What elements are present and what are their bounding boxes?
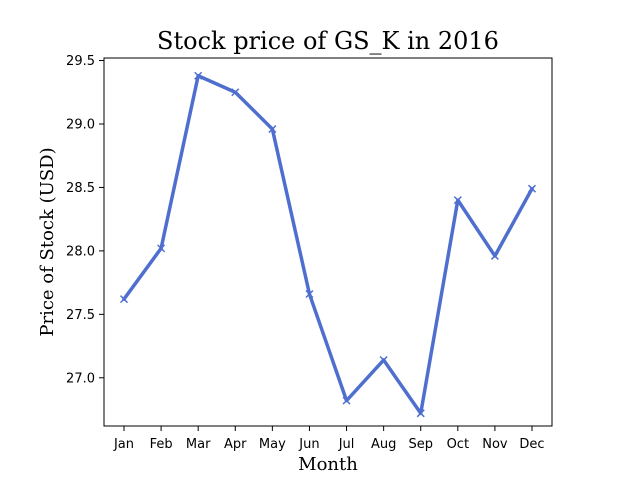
x-tick-label: Jun [298,437,319,452]
x-tick-label: Dec [519,437,544,452]
data-point-marker [416,409,425,418]
series-line [122,74,534,416]
data-point-marker [268,125,277,134]
y-axis: 27.0 27.5 28.0 28.5 29.0 29.5 [66,54,104,386]
x-tick-label: Aug [371,437,396,452]
data-point-marker [119,295,129,304]
plot-frame [103,57,553,427]
y-tick-label: 29.5 [66,54,95,69]
y-tick-label: 27.5 [66,308,95,323]
series-layer [119,71,537,418]
x-tick-label: Feb [150,437,173,452]
x-tick-label: Jul [338,437,355,452]
data-point-marker [342,396,351,405]
data-point-marker [194,71,203,80]
x-axis: Jan Feb Mar Apr May Jun Jul Aug Sep Oct Nov Dec [113,426,545,452]
x-axis-label: Month [298,454,358,475]
y-axis-label: Price of Stock (USD) [37,147,58,336]
chart-title: Stock price of GS_K in 2016 [157,27,499,55]
y-tick-label: 28.0 [66,244,95,259]
data-point-marker [453,196,462,205]
x-tick-label: Jan [113,437,134,452]
x-tick-label: Nov [482,437,508,452]
data-point-marker [527,184,537,193]
data-point-marker [231,88,240,97]
x-tick-label: Sep [408,437,433,452]
x-tick-label: May [259,437,286,452]
data-point-marker [305,289,314,299]
y-tick-label: 28.5 [66,181,95,196]
x-tick-label: Oct [447,437,469,452]
x-tick-label: Mar [186,437,211,452]
data-point-marker [157,244,166,253]
data-point-marker [379,355,388,365]
y-tick-label: 29.0 [66,117,95,132]
data-point-marker [490,251,499,260]
y-tick-label: 27.0 [66,371,95,386]
x-tick-label: Apr [224,437,247,452]
